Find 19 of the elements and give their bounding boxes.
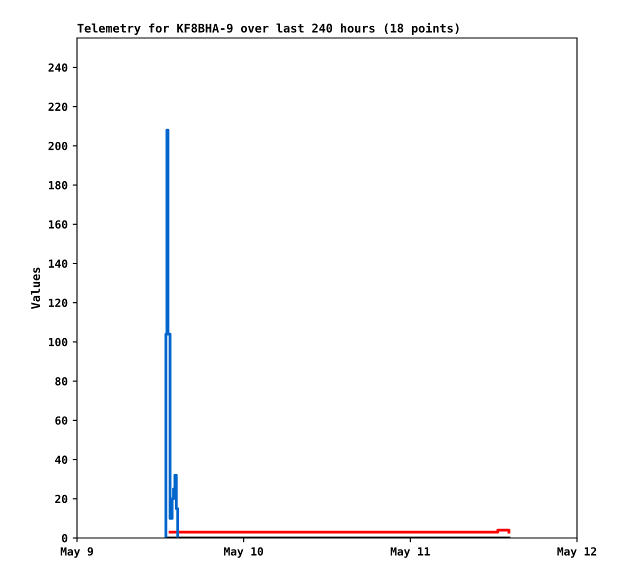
y-tick-label: 240 (48, 63, 68, 72)
y-tick-label: 220 (48, 102, 68, 112)
y-tick-label: 20 (55, 494, 68, 504)
y-tick-label: 80 (55, 377, 68, 386)
y-tick-label: 0 (62, 534, 68, 542)
y-tick-label: 60 (55, 416, 68, 425)
y-tick-label: 140 (48, 259, 68, 268)
y-tick-label: 100 (48, 338, 68, 346)
x-tick-label: May 10 (224, 547, 264, 558)
y-tick-label: 200 (48, 142, 68, 150)
y-tick-label: 160 (48, 220, 68, 229)
y-tick-label: 180 (48, 181, 68, 190)
chart-title: Telemetry for KF8BHA-9 over last 240 hours (18 points) (78, 22, 459, 35)
y-tick-label: 40 (55, 456, 68, 464)
x-tick-label: May 11 (390, 547, 430, 558)
y-axis-title: Values (30, 268, 40, 309)
y-tick-label: 120 (48, 298, 68, 308)
x-tick-label: May 12 (557, 547, 596, 558)
x-tick-label: May 9 (60, 547, 94, 558)
